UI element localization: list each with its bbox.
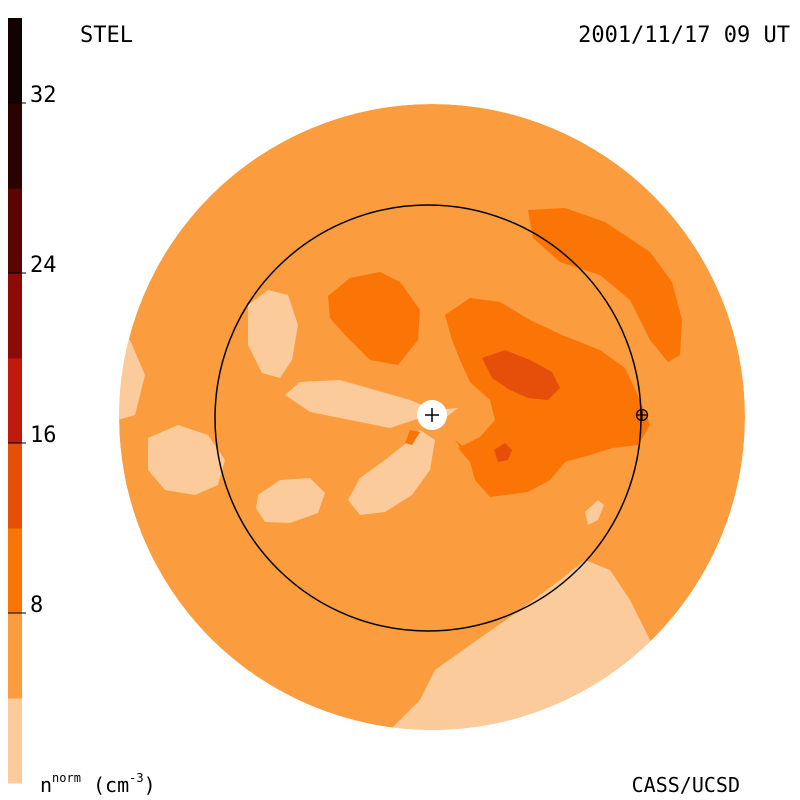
- observatory-label: STEL: [80, 23, 133, 48]
- credit-label: CASS/UCSD: [632, 773, 740, 797]
- unit-base: n: [40, 773, 52, 797]
- earth-marker: [635, 408, 649, 422]
- colorbar-segment: [8, 273, 22, 359]
- colorbar-ticks: 8 16 24 32: [8, 83, 57, 618]
- low-density-region-right-small: [585, 500, 604, 525]
- low-density-region-center-tail: [348, 430, 435, 515]
- colorbar: [8, 18, 22, 784]
- low-density-region-center-band: [285, 380, 458, 428]
- peak-density-region: [482, 350, 560, 400]
- low-density-region-upper-left: [248, 290, 298, 378]
- low-density-region-left-lobe: [148, 425, 225, 495]
- peak-density-spot: [494, 443, 512, 462]
- unit-exponent: -3: [129, 771, 143, 785]
- colorbar-tick-label: 8: [30, 593, 43, 618]
- colorbar-segment: [8, 698, 22, 784]
- density-wedge-near-sun: [455, 440, 470, 456]
- earth-orbit-circle: [214, 204, 642, 632]
- colorbar-segment: [8, 188, 22, 274]
- colorbar-segment: [8, 358, 22, 444]
- low-density-region-lower-left: [256, 478, 325, 523]
- colorbar-tick-label: 24: [30, 253, 57, 278]
- colorbar-tick-label: 16: [30, 423, 57, 448]
- colorbar-unit-label: nnorm (cm-3): [40, 771, 156, 797]
- colorbar-segment: [8, 443, 22, 529]
- low-density-region-left-edge: [119, 330, 145, 425]
- unit-paren-open: (cm: [81, 773, 129, 797]
- density-disc: [119, 104, 745, 730]
- colorbar-segment: [8, 18, 22, 104]
- high-density-region-upper-center: [328, 272, 420, 365]
- sun-marker: [417, 400, 447, 430]
- colorbar-tick-label: 32: [30, 83, 57, 108]
- timestamp-label: 2001/11/17 09 UT: [578, 23, 790, 48]
- unit-paren-close: ): [144, 773, 156, 797]
- density-sliver-near-sun: [405, 430, 420, 445]
- high-density-region-top-right: [528, 208, 682, 362]
- colorbar-segment: [8, 613, 22, 699]
- colorbar-segment: [8, 103, 22, 189]
- colorbar-segment: [8, 528, 22, 614]
- unit-superscript: norm: [52, 771, 81, 785]
